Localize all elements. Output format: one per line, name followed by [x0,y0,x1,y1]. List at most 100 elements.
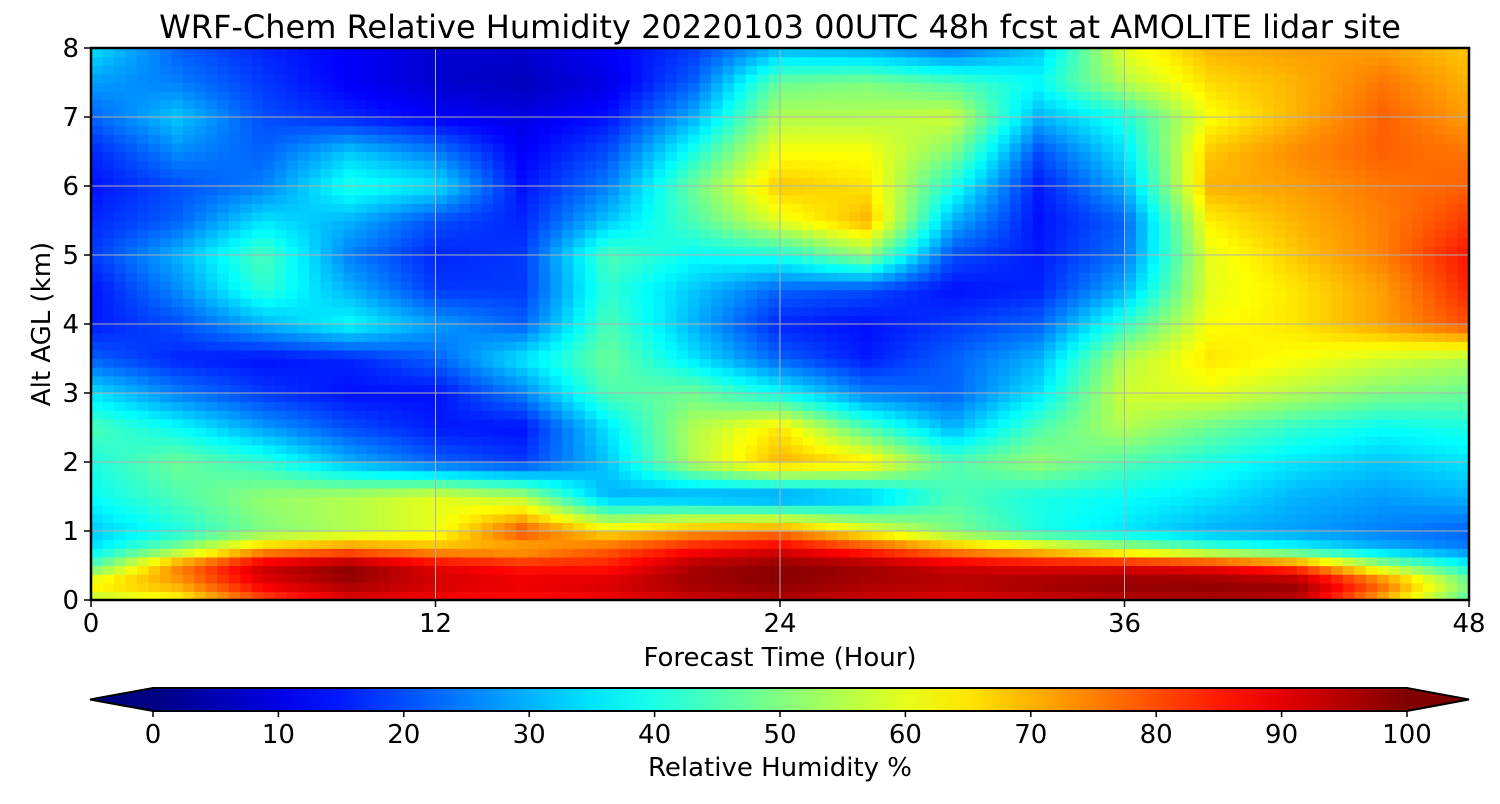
heatmap-cell [677,497,689,506]
heatmap-cell [631,290,643,299]
heatmap-cell [1389,402,1401,411]
heatmap-cell [998,497,1010,506]
heatmap-cell [550,298,562,307]
heatmap-cell [1021,514,1033,523]
heatmap-cell [665,324,677,333]
heatmap-cell [1021,566,1033,575]
heatmap-cell [837,531,849,540]
heatmap-cell [367,298,379,307]
heatmap-cell [780,359,792,368]
heatmap-cell [677,410,689,419]
heatmap-cell [803,557,815,566]
heatmap-cell [217,315,229,324]
heatmap-cell [91,298,103,307]
heatmap-cell [700,281,712,290]
heatmap-cell [975,367,987,376]
heatmap-cell [1435,341,1447,350]
heatmap-cell [263,384,275,393]
heatmap-cell [631,488,643,497]
heatmap-cell [1136,402,1148,411]
heatmap-cell [1354,574,1366,583]
heatmap-cell [1136,574,1148,583]
heatmap-cell [573,453,585,462]
heatmap-cell [1193,298,1205,307]
heatmap-cell [975,522,987,531]
heatmap-cell [562,428,574,437]
heatmap-cell [998,522,1010,531]
heatmap-cell [1354,583,1366,592]
heatmap-cell [1147,419,1159,428]
heatmap-cell [1412,272,1424,281]
heatmap-cell [837,333,849,342]
heatmap-cell [1159,324,1171,333]
heatmap-cell [1262,341,1274,350]
heatmap-cell [481,540,493,549]
heatmap-cell [596,307,608,316]
heatmap-cell [814,505,826,514]
heatmap-cell [1067,479,1079,488]
heatmap-cell [1021,583,1033,592]
heatmap-cell [975,341,987,350]
heatmap-cell [550,557,562,566]
heatmap-cell [1056,479,1068,488]
heatmap-cell [1136,583,1148,592]
heatmap-cell [1044,341,1056,350]
heatmap-cell [1010,522,1022,531]
heatmap-cell [458,359,470,368]
heatmap-cell [1435,471,1447,480]
heatmap-cell [608,255,620,264]
heatmap-cell [665,307,677,316]
heatmap-cell [1216,557,1228,566]
heatmap-cell [711,264,723,273]
heatmap-cell [964,341,976,350]
heatmap-cell [688,566,700,575]
heatmap-cell [952,393,964,402]
heatmap-cell [631,367,643,376]
heatmap-cell [734,445,746,454]
heatmap-cell [401,514,413,523]
heatmap-cell [1435,436,1447,445]
heatmap-cell [206,548,218,557]
heatmap-cell [206,419,218,428]
heatmap-cell [906,488,918,497]
heatmap-cell [1297,453,1309,462]
heatmap-cell [769,281,781,290]
heatmap-cell [791,548,803,557]
heatmap-cell [791,402,803,411]
heatmap-cell [1193,531,1205,540]
heatmap-cell [1090,479,1102,488]
heatmap-cell [1308,298,1320,307]
heatmap-cell [1125,445,1137,454]
heatmap-cell [1239,341,1251,350]
heatmap-cell [941,488,953,497]
heatmap-cell [929,462,941,471]
heatmap-cell [424,479,436,488]
heatmap-cell [1228,428,1240,437]
heatmap-cell [1446,428,1458,437]
heatmap-cell [194,367,206,376]
heatmap-cell [378,540,390,549]
heatmap-cell [596,505,608,514]
heatmap-cell [1274,376,1286,385]
heatmap-cell [114,255,126,264]
heatmap-cell [1412,359,1424,368]
heatmap-cell [390,238,402,247]
heatmap-cell [516,333,528,342]
heatmap-cell [998,453,1010,462]
heatmap-cell [608,497,620,506]
heatmap-cell [550,419,562,428]
heatmap-cell [344,350,356,359]
heatmap-cell [918,324,930,333]
heatmap-cell [1102,255,1114,264]
heatmap-cell [1205,428,1217,437]
heatmap-cell [183,367,195,376]
heatmap-cell [183,410,195,419]
heatmap-cell [148,557,160,566]
heatmap-cell [1274,324,1286,333]
heatmap-cell [791,410,803,419]
heatmap-cell [1331,402,1343,411]
heatmap-cell [148,462,160,471]
heatmap-cell [1205,264,1217,273]
heatmap-cell [298,384,310,393]
heatmap-cell [1228,359,1240,368]
